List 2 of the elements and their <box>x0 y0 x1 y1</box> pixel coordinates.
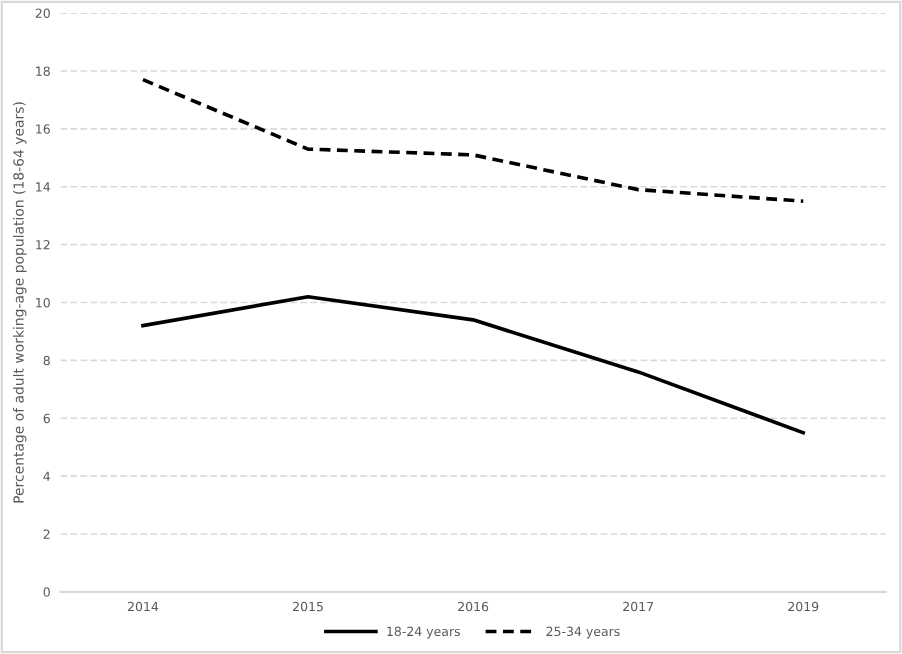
line-series <box>141 294 806 435</box>
line-series <box>141 77 806 203</box>
